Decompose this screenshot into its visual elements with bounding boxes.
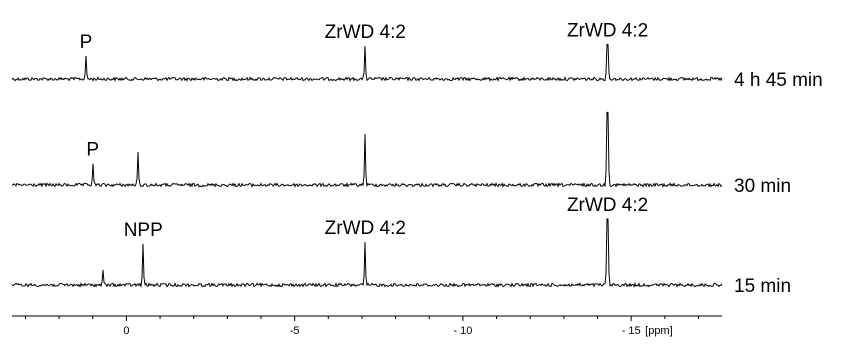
x-tick-label: 0 — [123, 325, 129, 337]
annotation-npp-4: NPP — [124, 220, 163, 241]
x-tick-label: - 15 — [622, 325, 641, 337]
spectrum-4-h-45-min — [11, 43, 723, 82]
x-tick-label: - 10 — [453, 325, 472, 337]
annotation-p-0: P — [80, 32, 93, 53]
annotation-p-3: P — [86, 140, 99, 161]
spectrum-traces — [11, 43, 723, 289]
trace-labels: 4 h 45 min 30 min 15 min — [734, 70, 823, 297]
annotation-zrwd-4-2-1: ZrWD 4:2 — [325, 22, 406, 43]
trace-label-4-h-45-min: 4 h 45 min — [734, 70, 823, 91]
trace-label-15-min: 15 min — [734, 276, 791, 297]
x-tick-label: -5 — [290, 325, 300, 337]
annotation-zrwd-4-2-6: ZrWD 4:2 — [567, 195, 648, 216]
x-axis: 0 -5 - 10 - 15 [ppm] — [12, 315, 722, 337]
x-axis-unit-label: [ppm] — [645, 325, 673, 337]
peak-annotations: P ZrWD 4:2 ZrWD 4:2 P NPP ZrWD 4:2 ZrWD 4:2 — [80, 20, 649, 240]
spectrum-30-min — [11, 111, 723, 189]
annotation-zrwd-4-2-2: ZrWD 4:2 — [567, 20, 648, 41]
annotation-zrwd-4-2-5: ZrWD 4:2 — [325, 218, 406, 239]
trace-label-30-min: 30 min — [734, 176, 791, 197]
spectrum-15-min — [11, 218, 723, 289]
